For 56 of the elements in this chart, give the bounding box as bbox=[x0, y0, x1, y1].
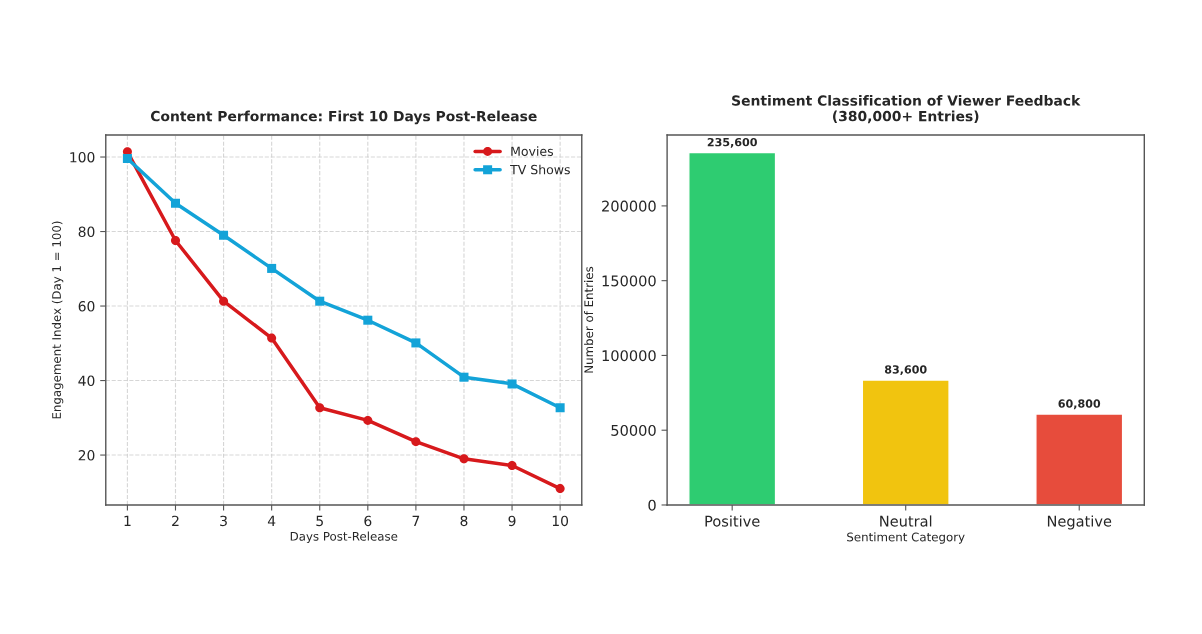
x-tick-label: Negative bbox=[1047, 515, 1112, 530]
y-axis-title: Number of Entries bbox=[584, 266, 594, 373]
point bbox=[459, 454, 469, 464]
x-tick-label: 7 bbox=[412, 515, 420, 526]
x-tick-label: 2 bbox=[172, 515, 179, 526]
point bbox=[170, 235, 181, 245]
y-tick-label: 80 bbox=[78, 226, 95, 238]
x-axis-title: Sentiment Category bbox=[847, 532, 965, 544]
point bbox=[459, 372, 469, 382]
y-tick-label: 60 bbox=[78, 301, 95, 312]
bar bbox=[861, 379, 950, 505]
chart-title: Content Performance: First 10 Days Post-Release bbox=[150, 110, 537, 125]
x-axis-title: Days Post-Release bbox=[290, 531, 398, 544]
point bbox=[411, 437, 421, 447]
x-tick-label: 5 bbox=[316, 515, 323, 527]
point bbox=[507, 379, 517, 389]
legend-label: Movies bbox=[511, 146, 554, 156]
y-tick-label: 20 bbox=[78, 450, 95, 461]
x-tick-label: 1 bbox=[124, 515, 131, 526]
y-tick-label: 150000 bbox=[602, 275, 656, 287]
point bbox=[267, 333, 277, 343]
point bbox=[219, 296, 229, 306]
point bbox=[315, 296, 325, 306]
y-tick-label: 200000 bbox=[602, 200, 656, 212]
data-label: 235,600 bbox=[707, 137, 757, 148]
y-axis-title: Engagement Index (Day 1 = 100) bbox=[51, 221, 64, 419]
x-tick-label: Neutral bbox=[880, 515, 932, 527]
y-tick-label: 0 bbox=[648, 499, 656, 511]
point bbox=[555, 484, 565, 494]
point bbox=[170, 198, 181, 208]
y-tick-label: 100000 bbox=[602, 350, 656, 362]
point bbox=[315, 403, 325, 413]
y-tick-label: 40 bbox=[78, 375, 95, 387]
bar bbox=[688, 151, 777, 505]
point bbox=[555, 403, 565, 413]
point bbox=[507, 460, 517, 471]
point bbox=[363, 315, 373, 325]
x-tick-label: 6 bbox=[364, 515, 372, 527]
data-label: 60,800 bbox=[1058, 399, 1101, 410]
chart-title: Sentiment Classification of Viewer Feedback (380,000+ Entries) bbox=[732, 95, 1081, 124]
x-tick-label: 8 bbox=[460, 515, 468, 527]
y-tick-label: 100 bbox=[70, 151, 95, 163]
x-tick-label: 10 bbox=[552, 515, 569, 527]
data-label: 83,600 bbox=[884, 365, 927, 376]
legend-label: TV Shows bbox=[510, 164, 570, 175]
x-tick-label: 4 bbox=[267, 515, 276, 526]
point bbox=[219, 230, 229, 240]
point bbox=[363, 415, 373, 425]
x-tick-label: 3 bbox=[220, 515, 227, 527]
point bbox=[411, 338, 421, 348]
y-tick-label: 50000 bbox=[611, 424, 656, 436]
bar bbox=[1035, 413, 1124, 505]
point bbox=[122, 154, 132, 164]
x-tick-label: Positive bbox=[705, 515, 760, 527]
point bbox=[267, 263, 277, 273]
x-tick-label: 9 bbox=[508, 515, 516, 527]
